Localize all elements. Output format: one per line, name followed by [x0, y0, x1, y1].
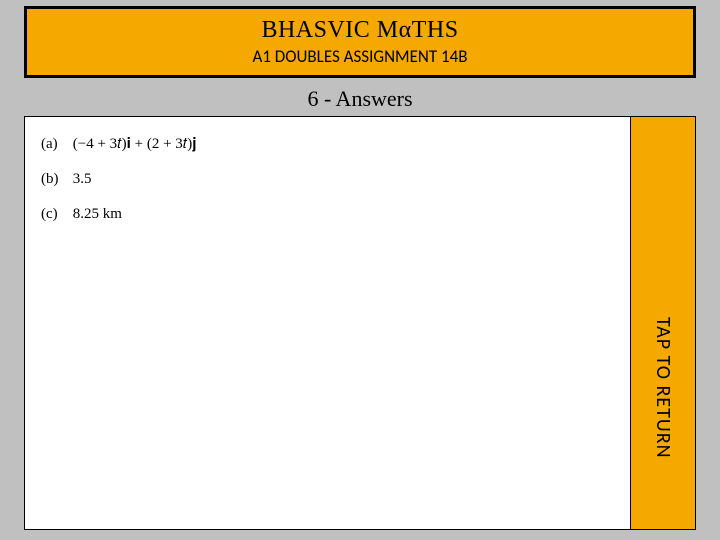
section-title: 6 - Answers — [0, 86, 720, 112]
answer-label: (c) — [41, 206, 69, 223]
answers-panel: (a) (−4 + 3𝑡)𝐢 + (2 + 3𝑡)𝐣 (b) 3.5 (c) 8… — [24, 116, 696, 530]
answer-row: (a) (−4 + 3𝑡)𝐢 + (2 + 3𝑡)𝐣 — [41, 135, 197, 153]
header-box: BHASVIC MαTHS A1 DOUBLES ASSIGNMENT 14B — [24, 6, 696, 78]
answers-list: (a) (−4 + 3𝑡)𝐢 + (2 + 3𝑡)𝐣 (b) 3.5 (c) 8… — [41, 135, 197, 241]
answer-text: 3.5 — [73, 171, 92, 187]
answer-row: (c) 8.25 km — [41, 206, 197, 223]
return-label: TAP TO RETURN — [651, 317, 675, 459]
answer-text: (−4 + 3𝑡)𝐢 + (2 + 3𝑡)𝐣 — [73, 136, 197, 152]
page-subtitle: A1 DOUBLES ASSIGNMENT 14B — [253, 46, 468, 67]
answer-label: (b) — [41, 171, 69, 188]
answer-text: 8.25 km — [73, 206, 122, 222]
answer-row: (b) 3.5 — [41, 171, 197, 188]
return-button[interactable]: TAP TO RETURN — [630, 116, 696, 530]
answer-label: (a) — [41, 136, 69, 153]
page-title: BHASVIC MαTHS — [261, 17, 458, 44]
